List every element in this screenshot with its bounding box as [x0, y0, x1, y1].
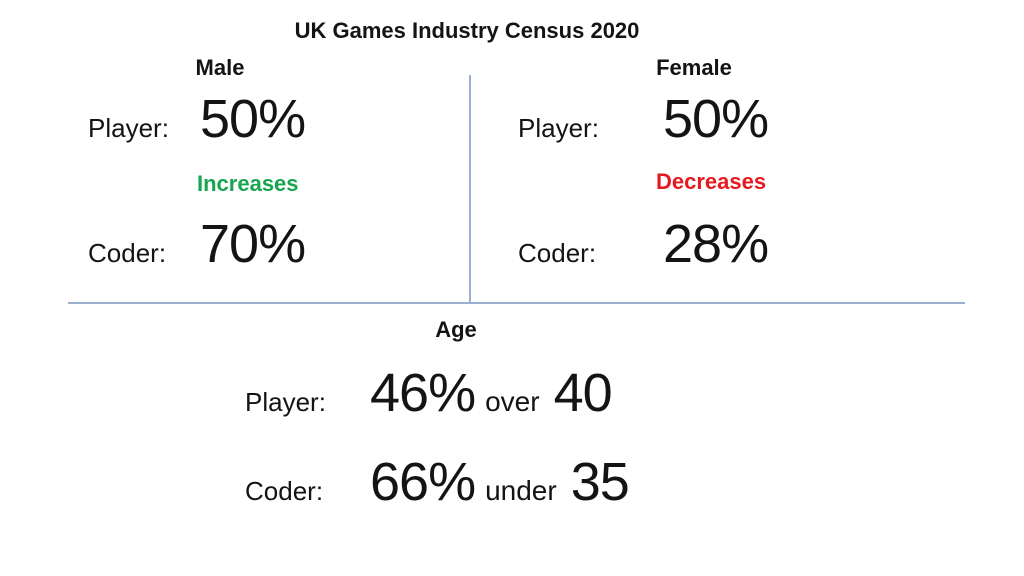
male-player-value: 50% [200, 89, 306, 149]
age-player-value: 46% [370, 363, 476, 423]
male-coder-value: 70% [200, 214, 306, 274]
age-player-row: Player: 46% over 40 [245, 363, 613, 423]
female-section-header: Female [656, 55, 732, 80]
age-coder-age-value: 35 [570, 452, 630, 512]
age-player-qualifier: over [485, 386, 540, 417]
male-coder-label: Coder: [88, 238, 167, 268]
age-coder-label: Coder: [245, 476, 324, 506]
female-trend-label: Decreases [656, 169, 767, 194]
age-player-label: Player: [245, 387, 326, 417]
male-player-row: Player: 50% [88, 89, 306, 149]
female-coder-value: 28% [663, 214, 769, 274]
age-coder-row: Coder: 66% under 35 [245, 452, 630, 512]
age-player-age-value: 40 [553, 363, 613, 423]
horizontal-divider-line [68, 302, 965, 304]
slide-title: UK Games Industry Census 2020 [294, 18, 640, 43]
male-coder-row: Coder: 70% [88, 214, 306, 274]
female-player-row: Player: 50% [518, 89, 769, 149]
female-coder-label: Coder: [518, 238, 597, 268]
male-section-header: Male [195, 55, 245, 80]
age-coder-qualifier: under [485, 475, 557, 506]
male-trend-label: Increases [197, 171, 299, 196]
female-coder-row: Coder: 28% [518, 214, 769, 274]
female-player-value: 50% [663, 89, 769, 149]
vertical-divider-line [469, 75, 471, 302]
male-player-label: Player: [88, 113, 169, 143]
age-section-header: Age [435, 317, 477, 342]
age-coder-value: 66% [370, 452, 476, 512]
female-player-label: Player: [518, 113, 599, 143]
